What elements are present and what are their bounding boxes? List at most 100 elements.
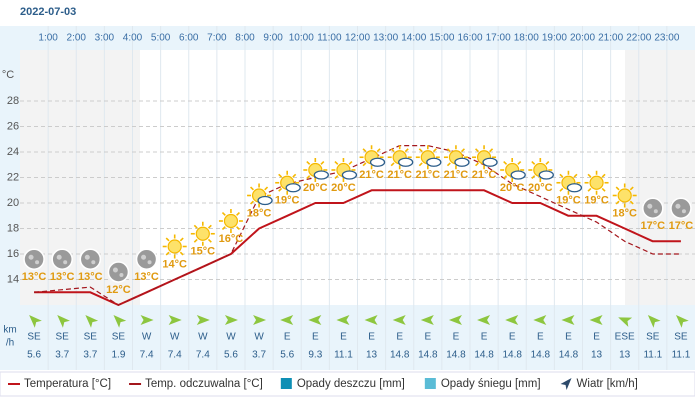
hour-label: 8:00 [235,33,255,44]
wind-direction: E [481,332,488,343]
wind-direction: E [593,332,600,343]
wind-direction: SE [112,332,126,343]
legend-label: Temp. odczuwalna [°C] [145,378,263,390]
moon-icon [51,248,73,270]
temperature-label: 12°C [106,284,131,296]
legend-swatch [280,378,292,389]
sun-ray [334,160,339,165]
wind-speed: 13 [591,350,603,361]
wind-speed: 11.1 [672,350,691,361]
y-tick-label: 26 [7,120,19,132]
wind-arrow [224,315,238,325]
legend-label: Wiatr [km/h] [577,378,638,390]
sun-icon [589,175,604,190]
hour-label: 14:00 [401,33,426,44]
moon-crater [35,260,40,265]
wind-speed: 3.7 [83,350,97,361]
sun-ray [362,148,367,153]
hour-label: 3:00 [95,33,115,44]
temperature-label: 15°C [191,246,216,258]
hour-row [0,26,695,50]
sun-ray [559,187,564,192]
hour-label: 15:00 [429,33,454,44]
hour-label: 9:00 [263,33,283,44]
moon-crater [91,260,96,265]
cloud-icon [257,195,273,206]
wind-arrow [589,315,603,325]
sun-ray [306,175,311,180]
sun-ray [320,160,325,165]
sun-ray [615,200,620,205]
wind-arrow [647,315,661,328]
sun-ray [165,237,170,242]
temperature-label: 13°C [22,271,47,283]
wind-arrow [364,315,378,325]
wind-direction: E [509,332,516,343]
y-tick-label: 22 [7,171,19,183]
sun-ray [306,160,311,165]
sun-ray [615,186,620,191]
wind-speed: 14.8 [446,350,466,361]
moon-crater [112,267,118,273]
wind-speed: 14.8 [390,350,410,361]
hour-label: 23:00 [654,33,679,44]
y-tick-label: 14 [7,273,19,285]
wind-direction: SE [646,332,660,343]
wind-speed: 13 [619,350,631,361]
wind-direction: E [453,332,460,343]
sun-ray [475,162,479,167]
wind-direction: W [254,332,264,343]
hour-label: 2:00 [67,33,87,44]
temperature-label: 18°C [612,207,637,219]
wind-speed: 5.6 [27,350,41,361]
sun-ray [489,148,494,153]
temperature-label: 20°C [528,182,553,194]
sun-ray [418,162,423,167]
sun-ray [446,162,451,167]
temperature-label: 21°C [444,169,469,181]
hour-label: 20:00 [570,33,595,44]
wind-speed: 3.7 [55,350,69,361]
temperature-label: 17°C [641,220,666,232]
temperature-label: 21°C [416,169,441,181]
temperature-label: 21°C [387,169,412,181]
temperature-label: 17°C [669,220,694,232]
wind-direction: E [565,332,572,343]
temperature-label: 13°C [78,271,103,283]
wind-arrow [85,315,99,328]
wind-speed: 7.4 [196,350,210,361]
sun-icon [195,226,210,241]
temperature-label: 19°C [584,195,609,207]
moon-icon [107,261,130,283]
wind-arrow [308,315,322,325]
sun-ray [531,175,536,180]
hour-label: 19:00 [542,33,567,44]
cloud-icon [426,157,442,167]
wind-direction: W [226,332,236,343]
sun-ray [250,186,254,191]
sun-ray [475,148,479,153]
temperature-label: 18°C [247,207,272,219]
hour-label: 11:00 [317,33,342,44]
wind-direction: SE [56,332,70,343]
wind-arrow [57,315,70,328]
hour-label: 6:00 [179,33,199,44]
sun-ray [559,173,564,178]
wind-arrow [618,317,633,327]
wind-direction: E [537,332,544,343]
moon-crater [681,209,686,214]
sun-ray [278,173,283,178]
sun-ray [404,148,409,153]
sun-ray [193,238,198,243]
legend-label: Opady śniegu [mm] [441,378,541,390]
wind-speed: 7.4 [140,350,154,361]
sun-ray [390,162,395,167]
moon-crater [119,273,124,277]
wind-arrow [253,315,267,325]
y-tick-label: 18 [7,222,19,234]
cloud-icon [313,170,329,180]
wind-arrow [168,315,182,325]
cloud-icon [566,183,583,193]
y-tick-label: 28 [7,95,19,107]
hour-label: 16:00 [457,33,482,44]
